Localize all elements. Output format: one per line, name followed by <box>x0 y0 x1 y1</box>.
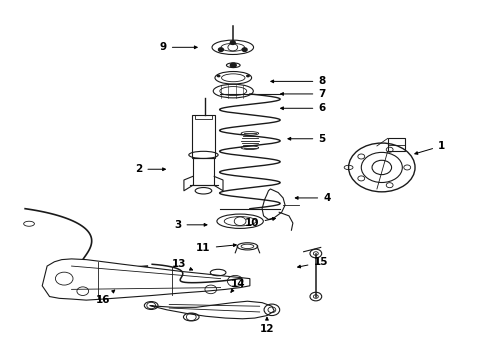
Text: 9: 9 <box>160 42 197 52</box>
Bar <box>388 138 405 151</box>
Text: 3: 3 <box>174 220 207 230</box>
Circle shape <box>242 48 247 51</box>
Circle shape <box>230 41 235 44</box>
Circle shape <box>230 63 236 67</box>
Text: 13: 13 <box>172 259 193 270</box>
Text: 6: 6 <box>281 103 325 113</box>
Text: 10: 10 <box>245 217 275 228</box>
Text: 5: 5 <box>288 134 325 144</box>
Text: 14: 14 <box>230 279 245 292</box>
Text: 8: 8 <box>271 76 325 86</box>
Bar <box>193 158 214 185</box>
Text: 7: 7 <box>281 89 326 99</box>
Bar <box>192 116 215 158</box>
Circle shape <box>217 75 221 77</box>
Text: 16: 16 <box>96 290 115 305</box>
Bar <box>195 115 212 119</box>
Text: 4: 4 <box>295 193 331 203</box>
Polygon shape <box>42 259 250 300</box>
Text: 2: 2 <box>135 164 166 174</box>
Circle shape <box>219 48 223 51</box>
Polygon shape <box>150 301 274 319</box>
Text: 15: 15 <box>297 257 328 268</box>
Text: 1: 1 <box>415 141 445 154</box>
Text: 12: 12 <box>260 318 274 334</box>
Circle shape <box>246 75 250 77</box>
Text: 11: 11 <box>196 243 236 253</box>
